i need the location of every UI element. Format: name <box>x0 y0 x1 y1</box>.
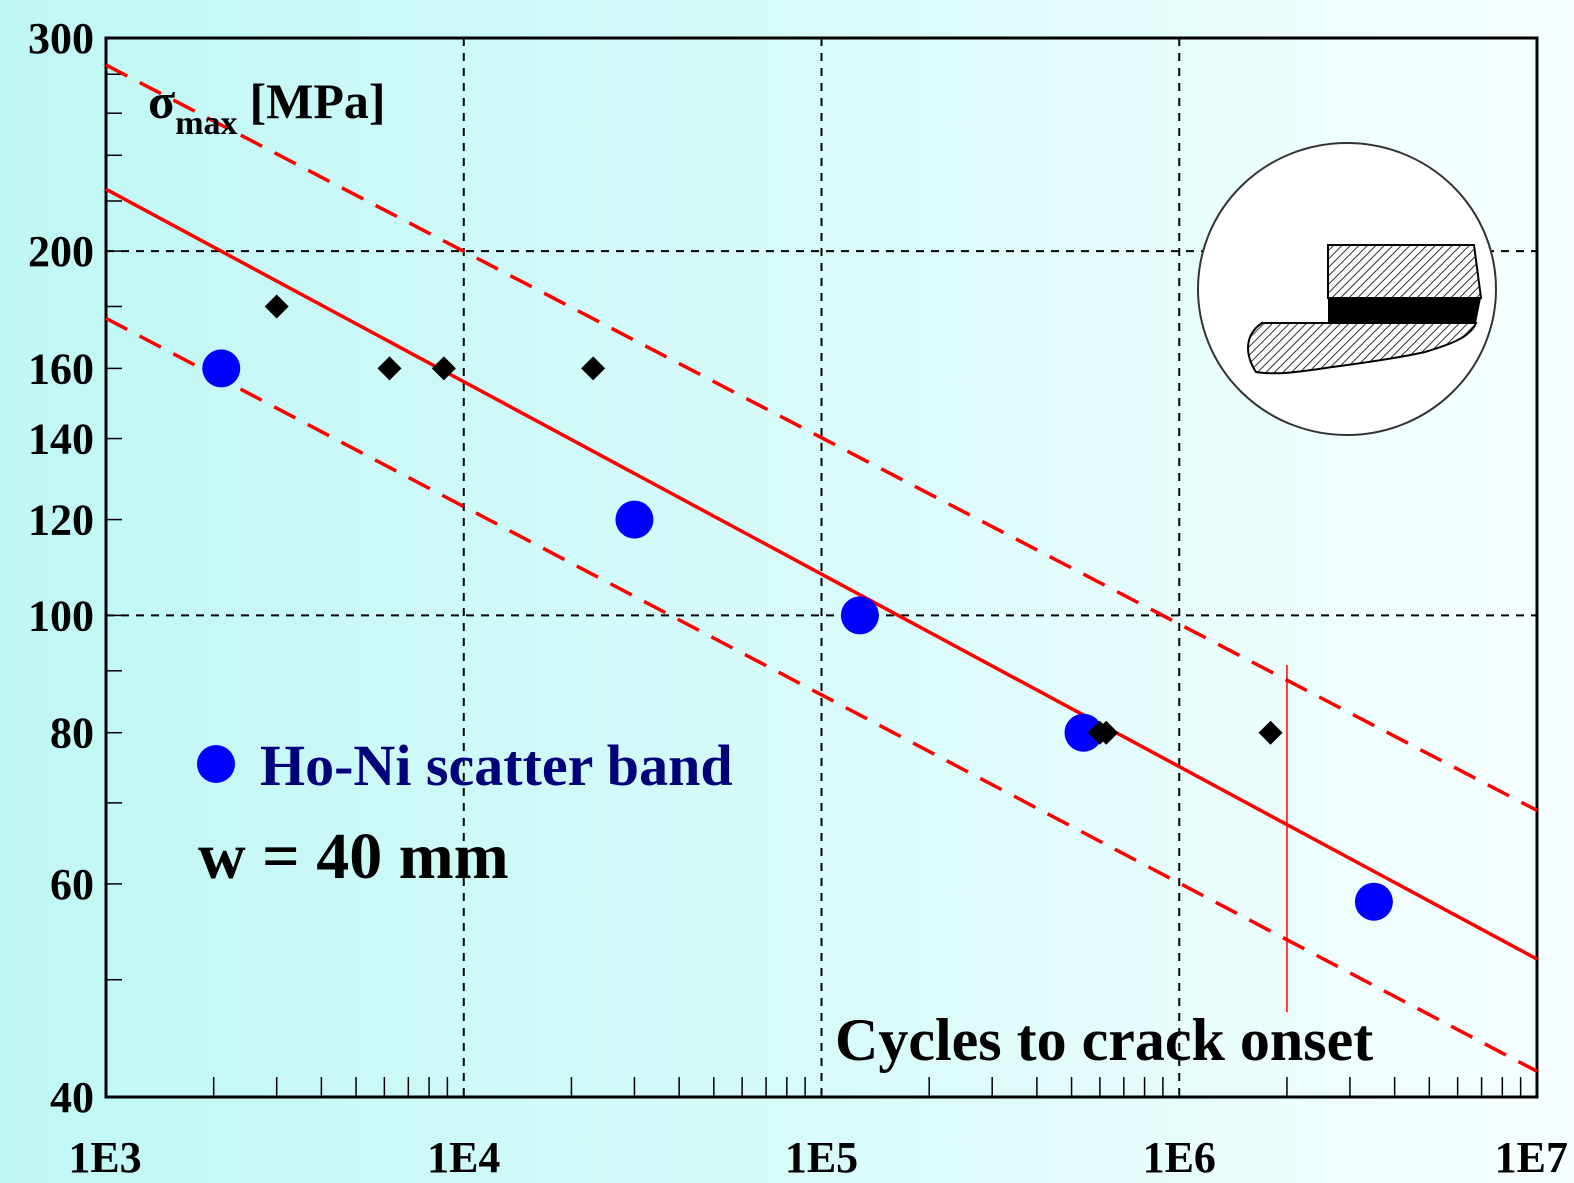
data-point-circle <box>615 500 654 539</box>
x-tick-label: 1E3 <box>68 1133 141 1182</box>
data-point-diamond <box>581 356 606 381</box>
y-tick-label: 140 <box>28 415 94 464</box>
data-point-diamond <box>1094 720 1119 745</box>
width-annotation: w = 40 mm <box>198 820 509 893</box>
data-point-diamond <box>431 356 456 381</box>
x-axis-label: Cycles to crack onset <box>835 1007 1373 1073</box>
y-tick-label: 80 <box>50 709 94 758</box>
x-tick-label: 1E6 <box>1143 1133 1216 1182</box>
inset-upper-plate <box>1327 244 1483 299</box>
scatter-band-line <box>105 63 1538 812</box>
y-tick-label: 200 <box>28 227 94 276</box>
inset-bond-layer <box>1328 298 1481 323</box>
data-point-circle <box>840 596 879 635</box>
y-tick-label: 60 <box>50 860 94 909</box>
y-axis-label-symbol: σ <box>148 73 175 129</box>
inset-lower-plate <box>1247 322 1478 375</box>
data-point-circle <box>1354 882 1393 921</box>
data-point-diamond <box>1258 720 1283 745</box>
y-tick-label: 100 <box>28 591 94 640</box>
x-tick-label: 1E4 <box>427 1133 500 1182</box>
data-point-diamond <box>264 294 289 319</box>
y-axis-label: σmax [MPa] <box>148 73 386 142</box>
fit-lines <box>105 63 1538 1073</box>
legend-marker-circle <box>197 745 235 783</box>
data-point-diamond <box>377 356 402 381</box>
y-tick-label: 300 <box>28 14 94 63</box>
x-tick-label: 1E7 <box>1495 1133 1568 1182</box>
y-tick-label: 120 <box>28 496 94 545</box>
scatter-band-line <box>105 316 1538 1073</box>
data-markers <box>202 294 1393 921</box>
x-tick-label: 1E5 <box>785 1133 858 1182</box>
y-tick-label: 160 <box>28 344 94 393</box>
data-point-circle <box>202 349 241 388</box>
y-axis-label-subscript: max <box>175 105 237 142</box>
y-axis-label-unit: [MPa] <box>250 73 386 129</box>
x-tick-labels: 1E3 1E4 1E5 1E6 1E7 <box>68 1133 1568 1182</box>
mean-fit-line <box>105 187 1538 961</box>
weld-joint-inset <box>1197 142 1497 436</box>
y-tick-labels: 40 60 80 100 120 140 160 200 300 <box>28 14 94 1122</box>
y-tick-label: 40 <box>50 1073 94 1122</box>
legend: Ho-Ni scatter band <box>197 733 733 798</box>
legend-label: Ho-Ni scatter band <box>260 733 733 798</box>
minor-ticks <box>106 37 1522 1098</box>
data-point-circle <box>1064 713 1103 752</box>
